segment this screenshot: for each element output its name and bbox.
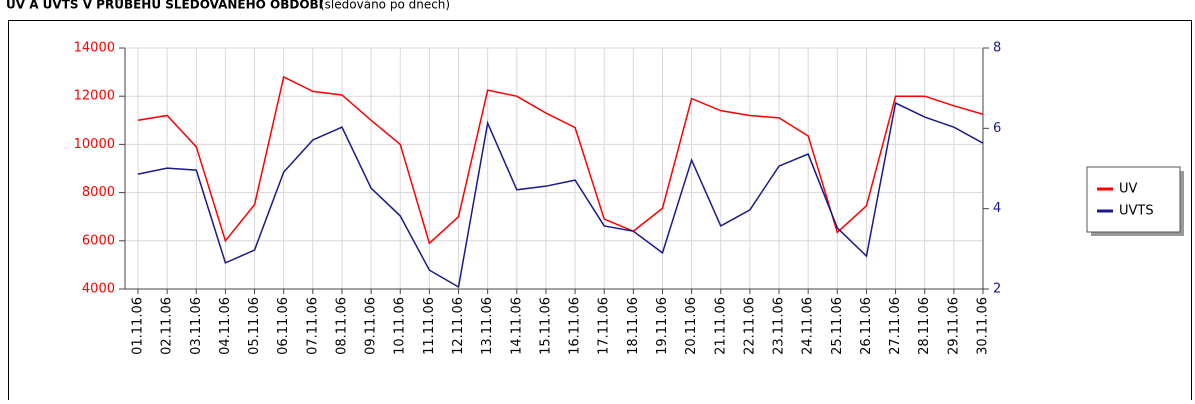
x-tick-label: 25.11.06 (830, 297, 845, 355)
x-tick-label: 06.11.06 (276, 297, 291, 355)
x-tick-label: 14.11.06 (509, 297, 524, 355)
chart-title: UV A UVTS V PRŮBĚHU SLEDOVANÉHO OBDOBÍ (6, 0, 324, 12)
x-tick-label: 18.11.06 (626, 297, 641, 355)
x-tick-label: 24.11.06 (801, 297, 816, 355)
x-tick-label: 26.11.06 (859, 297, 874, 355)
legend-box (1086, 166, 1181, 233)
x-tick-label: 29.11.06 (946, 297, 961, 355)
x-tick-label: 13.11.06 (480, 297, 495, 355)
x-tick-label: 08.11.06 (334, 297, 349, 355)
x-tick-label: 07.11.06 (305, 297, 320, 355)
x-tick-label: 17.11.06 (597, 297, 612, 355)
legend-label: UV (1119, 182, 1138, 197)
y2-tick-label: 4 (993, 201, 1001, 216)
series-line (137, 101, 984, 289)
y-tick-label: 14000 (74, 41, 115, 56)
x-tick-label: 30.11.06 (976, 297, 991, 355)
legend-label: UVTS (1119, 204, 1154, 219)
x-tick-label: 01.11.06 (131, 297, 146, 355)
y-tick-label: 6000 (82, 233, 115, 248)
x-tick-label: 11.11.06 (422, 297, 437, 355)
x-tick-label: 09.11.06 (364, 297, 379, 355)
y-tick-label: 10000 (74, 137, 115, 152)
y2-tick-label: 2 (993, 282, 1001, 297)
y-tick-label: 4000 (82, 282, 115, 297)
x-tick-label: 16.11.06 (568, 297, 583, 355)
x-tick-label: 05.11.06 (247, 297, 262, 355)
frame (8, 20, 1192, 404)
x-tick-label: 21.11.06 (713, 297, 728, 355)
x-tick-label: 27.11.06 (888, 297, 903, 355)
plot-area (125, 48, 983, 289)
chart-subtitle: (sledováno po dnech) (320, 0, 450, 12)
x-tick-label: 10.11.06 (393, 297, 408, 355)
y2-tick-label: 8 (993, 41, 1001, 56)
y-tick-label: 12000 (74, 89, 115, 104)
x-tick-label: 23.11.06 (772, 297, 787, 355)
x-tick-label: 03.11.06 (189, 297, 204, 355)
x-tick-label: 15.11.06 (538, 297, 553, 355)
x-tick-label: 28.11.06 (917, 297, 932, 355)
x-tick-label: 02.11.06 (160, 297, 175, 355)
y2-tick-label: 6 (993, 121, 1001, 136)
y-tick-label: 8000 (82, 185, 115, 200)
x-tick-label: 12.11.06 (451, 297, 466, 355)
series-line (137, 75, 984, 245)
x-tick-label: 19.11.06 (655, 297, 670, 355)
x-tick-label: 04.11.06 (218, 297, 233, 355)
x-tick-label: 22.11.06 (742, 297, 757, 355)
x-tick-label: 20.11.06 (684, 297, 699, 355)
